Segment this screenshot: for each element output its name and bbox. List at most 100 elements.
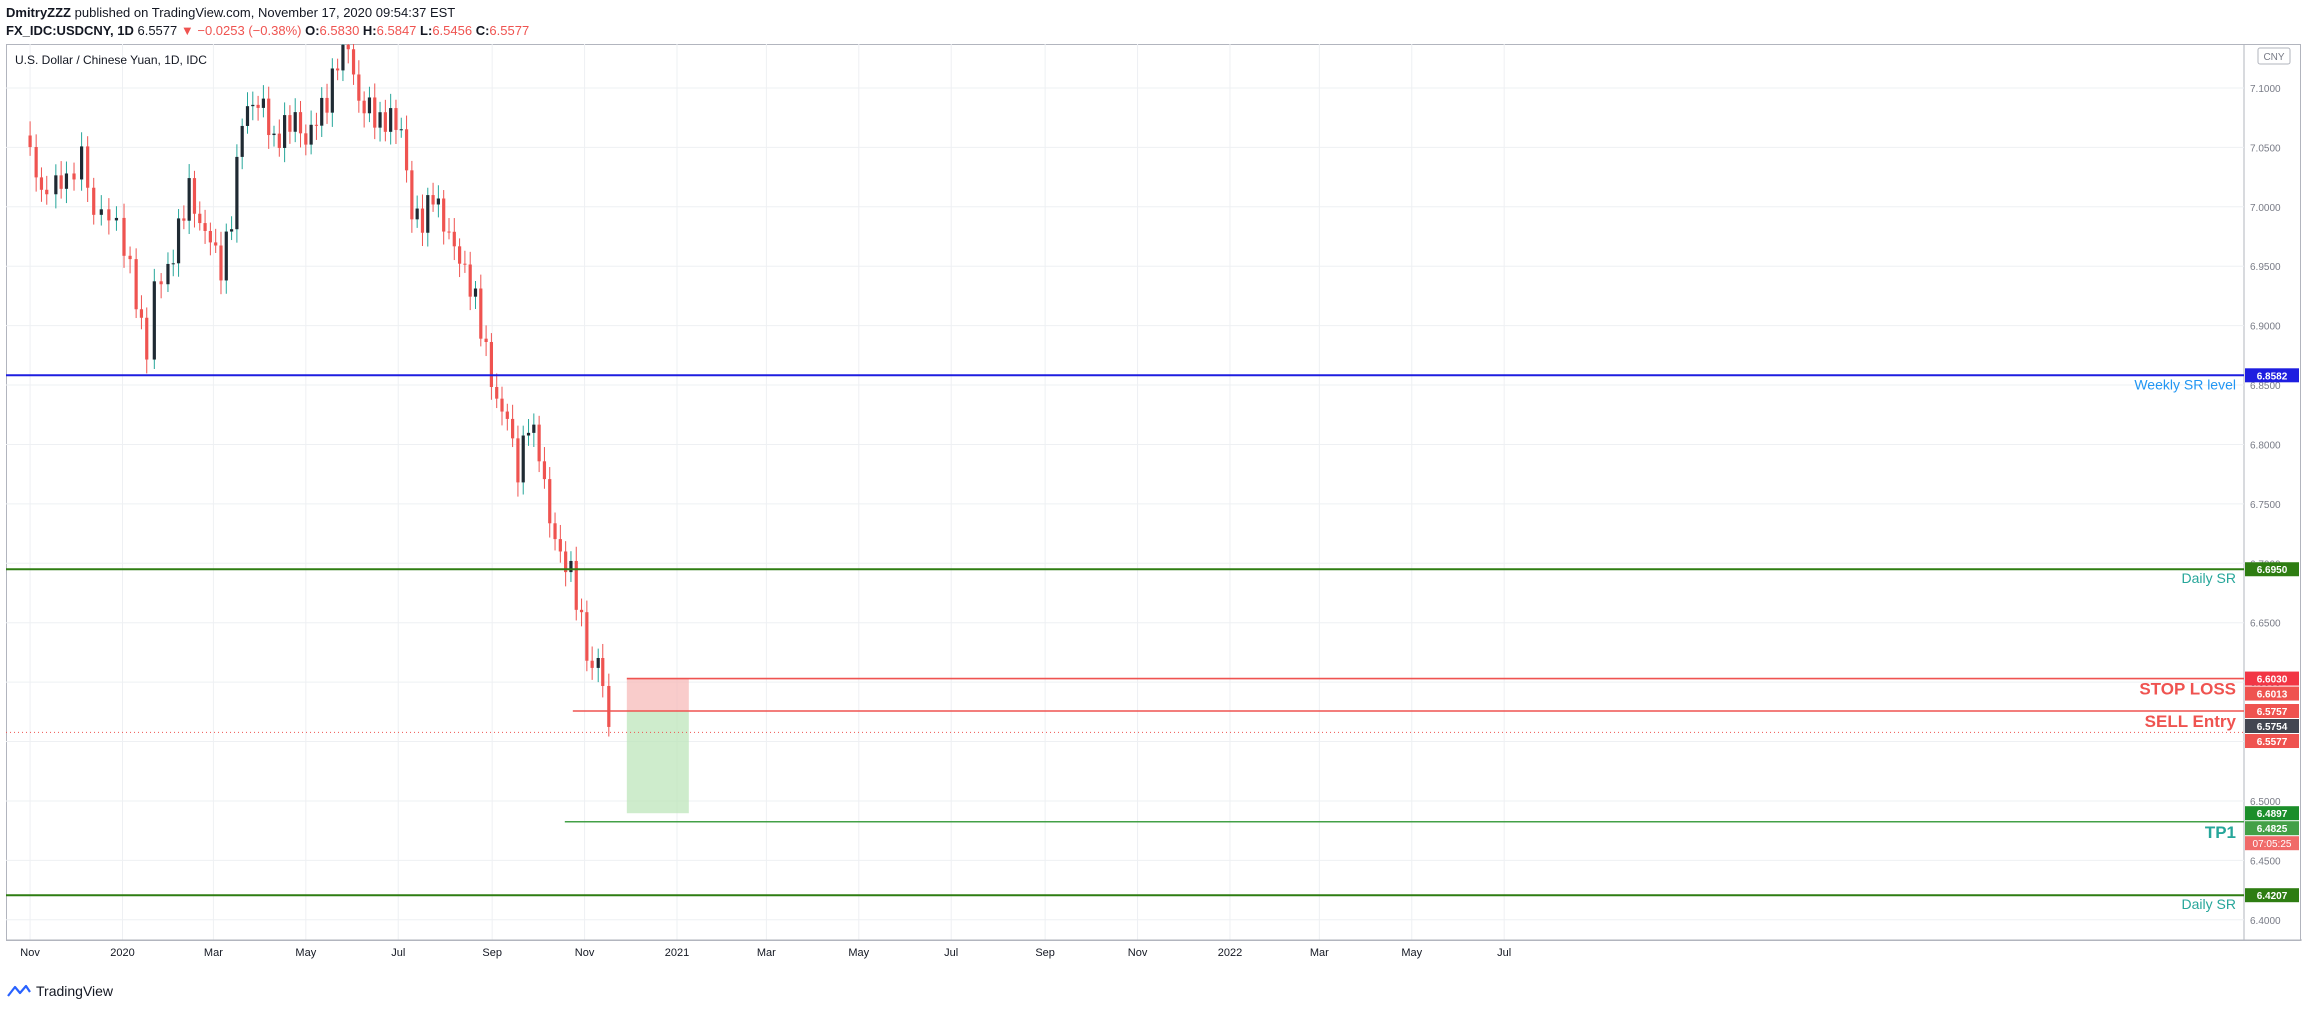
candle-body <box>251 104 255 107</box>
high-value: 6.5847 <box>376 23 417 38</box>
candle-body <box>378 112 382 128</box>
price-tag-label: 6.5754 <box>2257 722 2288 733</box>
candle-body <box>542 461 547 480</box>
stop-loss-zone[interactable] <box>626 678 689 712</box>
candle-body <box>473 288 478 297</box>
author-name[interactable]: DmitryZZZ <box>6 5 71 20</box>
x-tick-label: May <box>1401 947 1422 959</box>
candle-body <box>309 124 313 145</box>
candle-body <box>484 338 488 343</box>
sr-level-label: Daily SR <box>2182 896 2236 912</box>
candle-body <box>192 178 197 214</box>
candle-body <box>357 74 361 101</box>
x-tick-label: May <box>848 947 869 959</box>
candle-body <box>362 100 366 114</box>
chart-title: U.S. Dollar / Chinese Yuan, 1D, IDC <box>15 53 207 67</box>
candle-body <box>59 175 63 189</box>
candle-body <box>537 424 541 462</box>
candle-body <box>373 97 377 128</box>
candle-body <box>277 133 281 148</box>
candle-body <box>114 217 119 221</box>
y-tick-label: 6.9000 <box>2250 322 2281 333</box>
y-tick-label: 6.9500 <box>2250 262 2281 273</box>
candle-body <box>72 173 76 180</box>
y-tick-label: 7.1000 <box>2250 84 2281 95</box>
candle-body <box>367 97 372 114</box>
price-change: −0.0253 (−0.38%) <box>197 23 302 38</box>
candle-body <box>235 156 239 230</box>
price-tag <box>2245 686 2299 701</box>
candle-body <box>320 97 324 126</box>
candle-body <box>521 435 525 483</box>
price-chart[interactable]: Weekly SR level Daily SR Daily SR STOP LOSS… <box>6 30 2302 974</box>
price-tag-label: 6.6950 <box>2257 565 2288 576</box>
y-tick-label: 6.4500 <box>2250 856 2281 867</box>
candle-body <box>28 135 32 148</box>
candle-body <box>410 170 414 220</box>
candle-body <box>80 146 84 180</box>
price-tag <box>2245 368 2299 383</box>
candle-body <box>39 177 44 190</box>
candle-body <box>399 129 403 131</box>
price-tag <box>2245 734 2299 749</box>
candle-body <box>182 218 186 221</box>
candle-body <box>122 217 126 256</box>
axes: 7.1000 7.0500 7.0000 6.9500 6.9000 6.8500 6.80… <box>20 47 2291 959</box>
candle-body <box>431 195 435 205</box>
candle-body <box>452 231 456 247</box>
candle-body <box>426 195 430 233</box>
price-tag-label: 6.6013 <box>2257 690 2288 701</box>
price-tag <box>2245 719 2299 734</box>
currency-badge[interactable] <box>2257 47 2291 65</box>
candle-body <box>526 432 531 436</box>
price-tag <box>2245 704 2299 719</box>
x-tick-label: Sep <box>1035 947 1055 959</box>
candle-body <box>489 342 494 387</box>
x-tick-label: Sep <box>482 947 502 959</box>
take-profit-zone[interactable] <box>626 711 689 814</box>
candle-body <box>569 560 573 573</box>
candle-body <box>325 97 329 113</box>
close-value: 6.5577 <box>489 23 530 38</box>
y-tick-label: 6.7500 <box>2250 500 2281 511</box>
candle-body <box>134 259 138 310</box>
price-tag-label: 6.8582 <box>2257 371 2288 382</box>
low-value: 6.5456 <box>432 23 473 38</box>
y-tick-label: 6.4000 <box>2250 916 2281 927</box>
candle-body <box>590 660 594 668</box>
candle-body <box>166 263 170 285</box>
x-tick-label: Mar <box>204 947 223 959</box>
candle-body <box>198 213 202 224</box>
chart-area[interactable]: Weekly SR level Daily SR Daily SR STOP LOSS… <box>6 30 2302 979</box>
candle-body <box>415 208 419 220</box>
countdown-tag <box>2245 836 2299 851</box>
chart-header: DmitryZZZ published on TradingView.com, … <box>6 4 529 40</box>
price-tag <box>2245 821 2299 836</box>
candle-body <box>240 125 244 157</box>
countdown-label: 07:05:25 <box>2253 839 2292 850</box>
candle-body <box>176 218 181 264</box>
candle-body <box>394 108 398 130</box>
candle-body <box>86 146 90 188</box>
price-tag-label: 6.5757 <box>2257 707 2288 718</box>
brand-name[interactable]: TradingView <box>36 983 114 999</box>
symbol-label: FX_IDC:USDCNY, 1D <box>6 23 134 38</box>
open-value: 6.5830 <box>319 23 360 38</box>
candle-body <box>558 539 562 552</box>
candle-body <box>54 175 58 195</box>
price-tag-label: 6.4825 <box>2257 824 2288 835</box>
x-tick-label: 2022 <box>1218 947 1242 959</box>
candle-body <box>601 657 605 686</box>
candle-body <box>436 198 440 205</box>
candle-body <box>229 229 234 232</box>
x-tick-label: Mar <box>757 947 776 959</box>
candle-body <box>128 255 132 260</box>
candle-body <box>203 223 207 231</box>
ohlc-line: FX_IDC:USDCNY, 1D 6.5577 ▼ −0.0253 (−0.3… <box>6 22 529 40</box>
drawings[interactable]: Weekly SR level Daily SR Daily SR STOP LOSS… <box>6 374 2244 912</box>
x-tick-label: 2020 <box>110 947 134 959</box>
down-arrow-icon: ▼ <box>180 23 194 38</box>
candle-body <box>171 263 175 265</box>
y-tick-label: 6.8500 <box>2250 381 2281 392</box>
x-tick-label: Nov <box>1128 947 1148 959</box>
